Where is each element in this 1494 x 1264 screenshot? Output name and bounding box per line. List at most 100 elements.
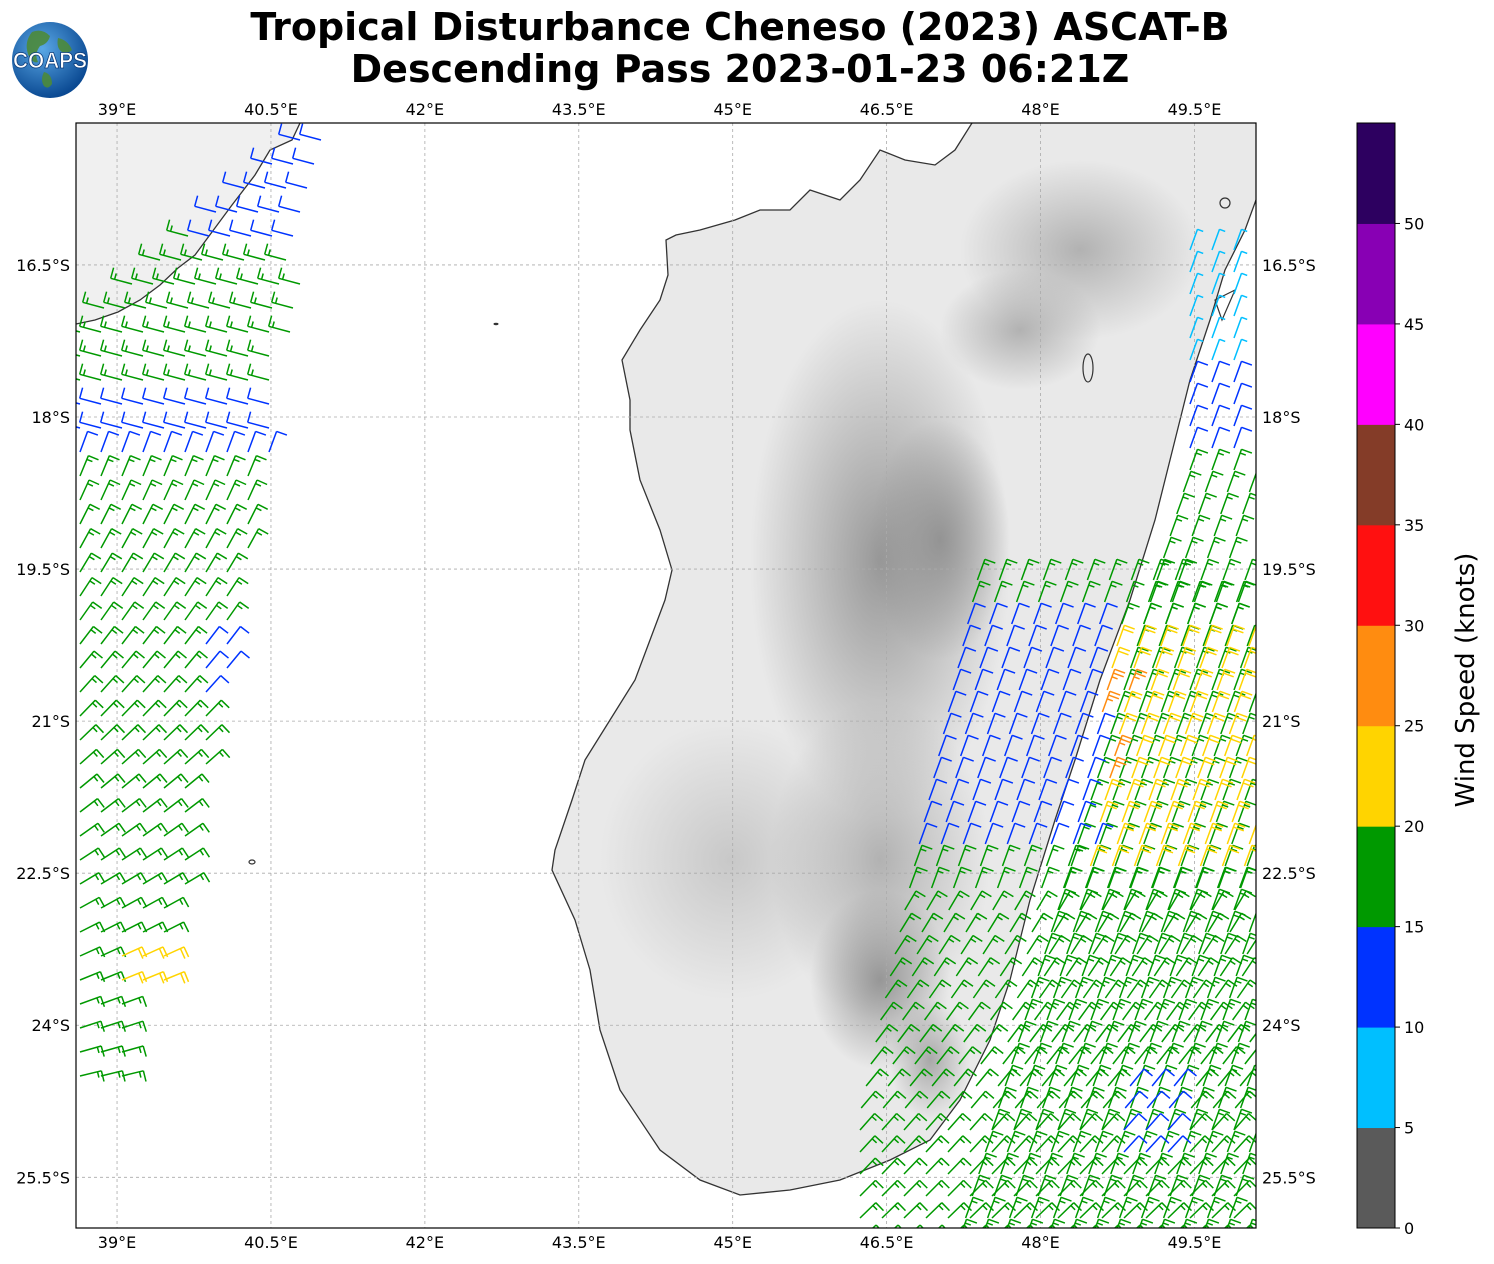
wind-barb [1165, 800, 1185, 823]
wind-barb [1040, 668, 1060, 691]
wind-barb [1014, 890, 1036, 911]
wind-barb [142, 773, 168, 789]
wind-barb [1141, 912, 1164, 933]
wind-barb [1194, 668, 1214, 691]
wind-barb [1072, 1218, 1088, 1228]
wind-barb [914, 1046, 938, 1065]
wind-barb [1095, 1023, 1119, 1043]
wind-barb [183, 411, 207, 429]
wind-barb [982, 934, 1005, 955]
wind-barb [1224, 844, 1244, 867]
wind-barb [1199, 646, 1219, 669]
wind-barb [78, 363, 102, 381]
wind-barb [1216, 668, 1236, 691]
wind-barb [881, 1179, 906, 1197]
wind-barb [270, 147, 294, 165]
wind-barb [163, 822, 189, 837]
wind-barb [1226, 470, 1246, 493]
wind-barb [141, 315, 165, 333]
wind-barb [1043, 957, 1067, 977]
wind-barb [1033, 1001, 1057, 1021]
wind-barb [859, 1112, 884, 1131]
wind-barb [100, 503, 122, 525]
wind-barb [1006, 822, 1026, 845]
wind-barb [935, 844, 955, 867]
wind-barb [100, 625, 124, 645]
wind-barb [1148, 778, 1168, 801]
wind-barb [1154, 712, 1173, 735]
lat-tick-label: 18°S [31, 408, 70, 427]
wind-barb [991, 1112, 1016, 1131]
wind-barb [163, 576, 186, 597]
wind-barb [163, 650, 187, 669]
wind-barb [1182, 822, 1202, 845]
wind-barb [1153, 756, 1172, 779]
wind-barb [1075, 912, 1098, 933]
colorbar-segment [1357, 123, 1395, 224]
wind-barb [1077, 1001, 1101, 1021]
wind-barb [881, 1112, 906, 1131]
wind-barb [1147, 954, 1167, 977]
wind-barb [1052, 976, 1072, 999]
wind-barb [975, 1068, 999, 1087]
colorbar-tick-label: 15 [1404, 918, 1424, 937]
wind-barb [1226, 624, 1245, 647]
wind-barb [1089, 646, 1109, 669]
wind-barb [1101, 1135, 1126, 1153]
chart-title: Tropical Disturbance Cheneso (2023) ASCA… [150, 6, 1330, 90]
wind-barb [865, 1068, 889, 1087]
wind-barb [1189, 426, 1209, 449]
wind-barb [1143, 800, 1163, 823]
wind-barb [1139, 1023, 1163, 1043]
wind-barb [1234, 1090, 1256, 1109]
colorbar-segment [1357, 223, 1395, 325]
wind-barb [142, 650, 166, 669]
wind-barb [226, 601, 250, 621]
wind-barb [163, 430, 183, 453]
wind-barb [1154, 1152, 1173, 1175]
wind-barb [953, 1068, 977, 1087]
wind-barb [1138, 690, 1158, 713]
wind-barb [1072, 1130, 1092, 1153]
colorbar-tick-label: 45 [1404, 315, 1424, 334]
wind-barb [142, 430, 162, 453]
wind-barb [99, 315, 123, 333]
wind-barb [100, 1020, 127, 1032]
wind-barb [163, 601, 187, 621]
wind-barb [162, 315, 186, 333]
wind-barb [121, 455, 141, 477]
wind-barb [933, 957, 957, 977]
wind-barb [142, 724, 168, 741]
wind-barb [100, 479, 121, 501]
wind-barb [1164, 602, 1184, 625]
wind-barb [1079, 1135, 1104, 1153]
wind-barb [1202, 934, 1225, 955]
wind-barb [184, 798, 210, 813]
wind-barb [1230, 602, 1250, 625]
wind-barb [1035, 1112, 1060, 1131]
wind-barb [1195, 1068, 1219, 1087]
wind-barb [1105, 1020, 1125, 1043]
wind-barb [1246, 844, 1256, 867]
wind-barb [1168, 1090, 1193, 1109]
wind-barb [1177, 844, 1197, 867]
wind-barb [1182, 1218, 1198, 1228]
wind-barb [1177, 646, 1197, 669]
wind-barb [970, 890, 992, 911]
wind-barb [1211, 426, 1231, 449]
wind-barb [142, 822, 168, 837]
wind-barb [1167, 1157, 1192, 1175]
lat-tick-label: 21°S [1262, 712, 1301, 731]
wind-barb [277, 267, 301, 285]
wind-barb [225, 339, 249, 357]
wind-barb [1072, 624, 1091, 647]
wind-barb [1193, 1020, 1213, 1043]
wind-barb [205, 675, 230, 693]
wind-barb [903, 1135, 928, 1153]
wind-barb [1123, 1108, 1143, 1131]
wind-barb [911, 957, 935, 977]
lon-tick-label: 43.5°E [552, 100, 606, 119]
wind-barb [1233, 250, 1248, 273]
wind-barb [1094, 822, 1114, 845]
wind-barb [1013, 1202, 1039, 1219]
